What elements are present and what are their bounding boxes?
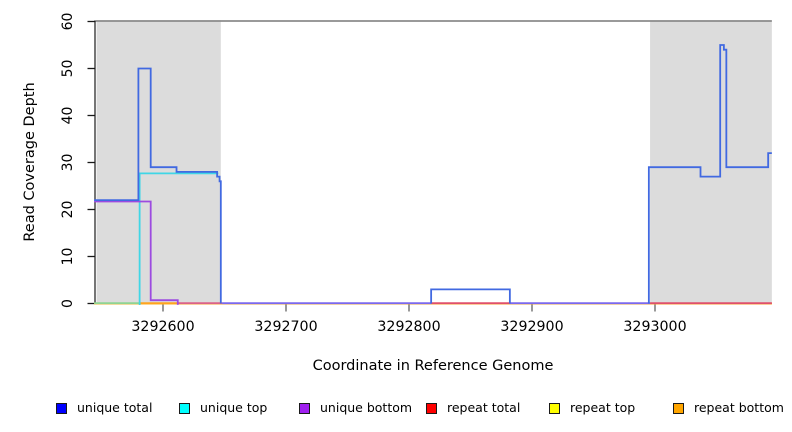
x-tick-label: 3292700 (254, 319, 317, 335)
y-axis-title: Read Coverage Depth (22, 82, 38, 241)
y-tick-label: 50 (60, 60, 76, 78)
legend-label-unique-top: unique top (200, 400, 268, 415)
coverage-plot: 0 10 20 30 40 50 60 Read Coverage Depth 3292600 3… (22, 13, 772, 374)
legend-swatch-unique-bottom (299, 402, 310, 414)
x-axis-title: Coordinate in Reference Genome (313, 358, 554, 374)
legend-label-unique-total: unique total (77, 400, 153, 415)
y-tick-label: 40 (60, 107, 76, 125)
legend-item-unique-bottom: unique bottom (299, 400, 413, 415)
series-unique-total (430, 288, 511, 304)
y-tick-label: 10 (60, 248, 76, 266)
legend-item-unique-top: unique top (179, 400, 268, 415)
x-tick-label: 3292800 (377, 319, 440, 335)
x-tick-label: 3292600 (131, 319, 194, 335)
repeat-region-right (650, 20, 772, 304)
y-tick-label: 30 (60, 154, 76, 172)
legend-swatch-repeat-top (549, 402, 560, 414)
y-tick-label: 20 (60, 201, 76, 219)
legend-item-unique-total: unique total (56, 400, 153, 415)
legend-label-unique-bottom: unique bottom (320, 400, 413, 415)
legend-item-repeat-bottom: repeat bottom (673, 400, 784, 415)
x-tick-label: 3292900 (500, 319, 563, 335)
series-unique-total (94, 67, 222, 304)
x-tick-label: 3293000 (623, 319, 686, 335)
series-unique-bottom (94, 200, 179, 305)
y-tick-label: 0 (60, 299, 76, 308)
legend-label-repeat-top: repeat top (570, 400, 636, 415)
legend-item-repeat-total: repeat total (426, 400, 521, 415)
legend-swatch-repeat-total (426, 402, 437, 414)
y-tick-label: 60 (60, 13, 76, 31)
series-unique-top (138, 172, 219, 305)
legend-label-repeat-total: repeat total (447, 400, 521, 415)
repeat-region-left (96, 20, 221, 304)
legend-swatch-unique-top (179, 402, 190, 414)
legend-swatch-repeat-bottom (673, 402, 684, 414)
legend-item-repeat-top: repeat top (549, 400, 636, 415)
legend-label-repeat-bottom: repeat bottom (694, 400, 784, 415)
series-unique-total (647, 44, 772, 304)
legend-swatch-unique-total (56, 402, 67, 414)
